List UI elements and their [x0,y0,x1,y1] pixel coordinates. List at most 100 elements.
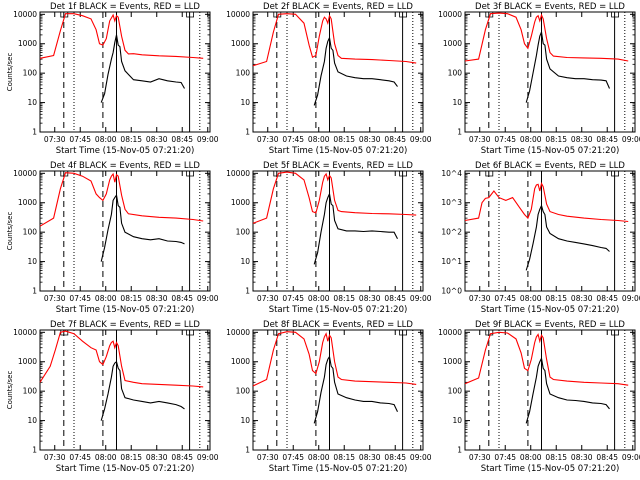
y-tick-label: 10^2 [441,228,462,237]
x-axis-label: Start Time (15-Nov-05 07:21:20) [269,305,408,315]
panel-title: Det 3f BLACK = Events, RED = LLD [475,2,625,12]
plot-frame [464,170,636,292]
x-tick-label: 09:00 [410,135,432,144]
y-tick-label: 10 [452,416,462,425]
y-tick-label: 10 [240,257,250,266]
interval-marker-icon [186,11,194,18]
x-axis-label: Start Time (15-Nov-05 07:21:20) [269,146,408,156]
x-tick-label: 09:00 [410,294,432,303]
series-events-line [525,204,610,271]
y-axis-label: Counts/sec [6,212,14,251]
x-tick-label: 08:45 [384,294,406,303]
x-axis-label: Start Time (15-Nov-05 07:21:20) [56,464,195,474]
y-tick-label: 1 [245,128,250,137]
x-tick-label: 09:00 [197,135,219,144]
x-tick-label: 07:45 [494,294,516,303]
x-tick-label: 08:00 [520,453,542,462]
y-tick-label: 100 [448,387,463,396]
panel-8: Det 8f BLACK = Events, RED = LLD Start Ti… [226,320,432,474]
x-tick-label: 08:30 [146,294,168,303]
x-tick-label: 07:30 [469,135,491,144]
y-tick-label: 1 [245,287,250,296]
x-axis-label: Start Time (15-Nov-05 07:21:20) [269,464,408,474]
y-tick-label: 100 [23,228,38,237]
x-axis-label: Start Time (15-Nov-05 07:21:20) [56,146,195,156]
x-tick-label: 08:00 [308,294,330,303]
x-axis-label: Start Time (15-Nov-05 07:21:20) [481,305,620,315]
series-lld-line [464,181,629,223]
y-tick-label: 1000 [443,39,462,48]
y-tick-label: 10^0 [441,287,462,296]
x-tick-label: 09:00 [197,294,219,303]
x-tick-label: 08:15 [545,294,567,303]
series-events-line [100,193,185,262]
series-events-line [313,192,398,265]
panel-7: Det 7f BLACK = Events, RED = LLD Start Ti… [6,320,219,474]
y-tick-label: 10 [240,416,250,425]
interval-marker-icon [399,170,407,177]
y-tick-label: 1 [32,128,37,137]
interval-marker-icon [611,11,619,18]
x-axis-label: Start Time (15-Nov-05 07:21:20) [56,305,195,315]
panel-title: Det 5f BLACK = Events, RED = LLD [263,161,413,171]
x-tick-label: 09:00 [622,453,640,462]
y-tick-label: 10^1 [441,257,462,266]
y-tick-label: 10000 [438,328,462,337]
y-tick-label: 10000 [226,169,250,178]
x-tick-label: 09:00 [622,135,640,144]
series-lld-line [252,13,417,67]
plot-frame [464,329,636,451]
series-lld-line [252,171,417,224]
panel-title: Det 8f BLACK = Events, RED = LLD [263,320,413,330]
x-tick-label: 08:00 [308,453,330,462]
x-tick-label: 08:45 [384,135,406,144]
x-tick-label: 08:30 [571,453,593,462]
panel-4: Det 4f BLACK = Events, RED = LLD Start Ti… [6,161,219,315]
y-tick-label: 100 [23,387,38,396]
panel-title: Det 4f BLACK = Events, RED = LLD [50,161,200,171]
y-axis-label: Counts/sec [6,371,14,410]
x-tick-label: 09:00 [197,453,219,462]
series-events-line [100,360,185,421]
x-tick-label: 08:45 [596,453,618,462]
y-tick-label: 10000 [438,10,462,19]
panel-5: Det 5f BLACK = Events, RED = LLD Start Ti… [226,161,432,315]
x-tick-label: 07:45 [282,453,304,462]
plot-frame [39,170,211,292]
y-tick-label: 1000 [231,198,250,207]
y-tick-label: 1 [245,446,250,455]
plot-frame [252,329,424,451]
y-tick-label: 10000 [13,169,37,178]
x-tick-label: 08:30 [146,453,168,462]
x-tick-label: 08:15 [333,135,355,144]
y-tick-label: 10000 [13,328,37,337]
x-tick-label: 08:00 [520,294,542,303]
x-tick-label: 09:00 [622,294,640,303]
y-tick-label: 1000 [18,39,37,48]
y-tick-label: 10 [240,98,250,107]
x-tick-label: 07:45 [494,135,516,144]
interval-marker-icon [399,11,407,18]
y-tick-label: 10^3 [441,198,462,207]
panel-title: Det 7f BLACK = Events, RED = LLD [50,320,200,330]
panel-2: Det 2f BLACK = Events, RED = LLD Start Ti… [226,2,432,156]
x-tick-label: 08:00 [520,135,542,144]
x-tick-label: 08:15 [333,294,355,303]
series-lld-line [39,172,204,227]
x-tick-label: 07:30 [44,294,66,303]
y-tick-label: 100 [448,69,463,78]
y-tick-label: 1000 [231,39,250,48]
x-tick-label: 07:45 [69,294,91,303]
series-events-line [100,34,185,103]
series-events-line [313,35,398,106]
y-tick-label: 1000 [18,357,37,366]
x-tick-label: 08:30 [359,294,381,303]
y-tick-label: 10 [27,416,37,425]
panel-3: Det 3f BLACK = Events, RED = LLD Start Ti… [438,2,640,156]
x-tick-label: 08:00 [95,135,117,144]
y-tick-label: 10 [27,257,37,266]
interval-marker-icon [611,329,619,336]
y-tick-label: 10 [452,98,462,107]
interval-marker-icon [273,11,282,18]
